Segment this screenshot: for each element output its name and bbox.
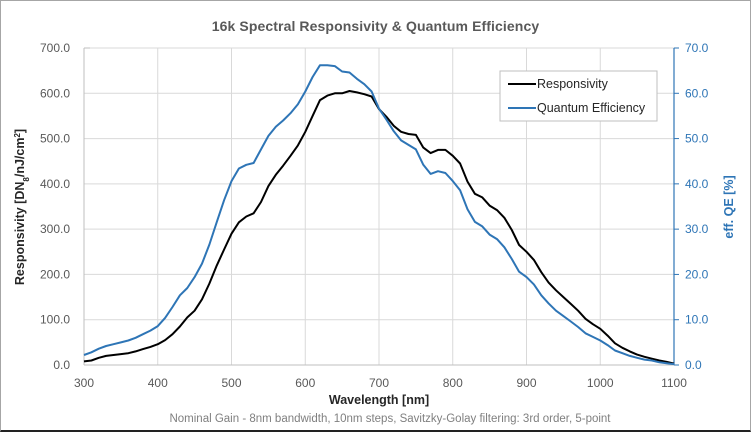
legend: Responsivity Quantum Efficiency [499, 70, 658, 122]
x-tick-label: 1000 [587, 376, 614, 390]
y2-tick-label: 20.0 [685, 267, 709, 281]
axes [83, 47, 679, 366]
y-tick-label: 0.0 [53, 358, 70, 372]
y2-tick-label: 60.0 [685, 86, 709, 100]
y2-tick-label: 40.0 [685, 177, 709, 191]
y-tick-label: 500.0 [40, 132, 70, 146]
chart-title: 16k Spectral Responsivity & Quantum Effi… [211, 18, 540, 34]
x-tick-label: 700 [369, 376, 389, 390]
y-tick-label: 100.0 [40, 313, 70, 327]
series-lines [83, 64, 675, 366]
y-tick-label: 300.0 [40, 222, 70, 236]
y2-tick-label: 30.0 [685, 222, 709, 236]
x-tick-label: 300 [74, 376, 94, 390]
legend-box [499, 70, 658, 122]
y2-tick-label: 70.0 [685, 41, 709, 55]
x-tick-label: 900 [516, 376, 536, 390]
y-axis-title-mid: /nJ/cm [13, 138, 27, 178]
y2-tick-label: 0.0 [685, 358, 702, 372]
gridlines [84, 47, 674, 365]
y-tick-label: 400.0 [40, 177, 70, 191]
y2-tick-label: 50.0 [685, 132, 709, 146]
x-tick-label: 500 [221, 376, 241, 390]
y-axis-title-sub: 8 [22, 177, 31, 182]
y-axis-title-base: Responsivity [DN [13, 182, 27, 286]
y2-tick-label: 10.0 [685, 313, 709, 327]
x-tick-label: 600 [295, 376, 315, 390]
x-tick-label: 1100 [661, 376, 687, 390]
x-axis-title: Wavelength [nm] [329, 393, 429, 407]
y-tick-label: 200.0 [40, 267, 70, 281]
y-axis-title-end: ] [13, 129, 27, 133]
y2-axis-title: eff. QE [%] [722, 175, 736, 238]
legend-label-qe: Quantum Efficiency [537, 101, 646, 115]
y-axis-title: Responsivity [DN8/nJ/cm2] [13, 129, 31, 285]
x-tick-label: 800 [443, 376, 463, 390]
y-axis-title-sup: 2 [13, 133, 22, 138]
tick-labels: 0.0 100.0 200.0 300.0 400.0 500.0 600.0 700.0 0.… [40, 41, 709, 390]
quantum-efficiency-line [83, 64, 675, 366]
footnote: Nominal Gain - 8nm bandwidth, 10nm steps… [169, 413, 611, 425]
x-tick-label: 400 [148, 376, 168, 390]
y-tick-label: 700.0 [40, 41, 70, 55]
legend-label-responsivity: Responsivity [537, 77, 609, 91]
y-tick-label: 600.0 [40, 86, 70, 100]
